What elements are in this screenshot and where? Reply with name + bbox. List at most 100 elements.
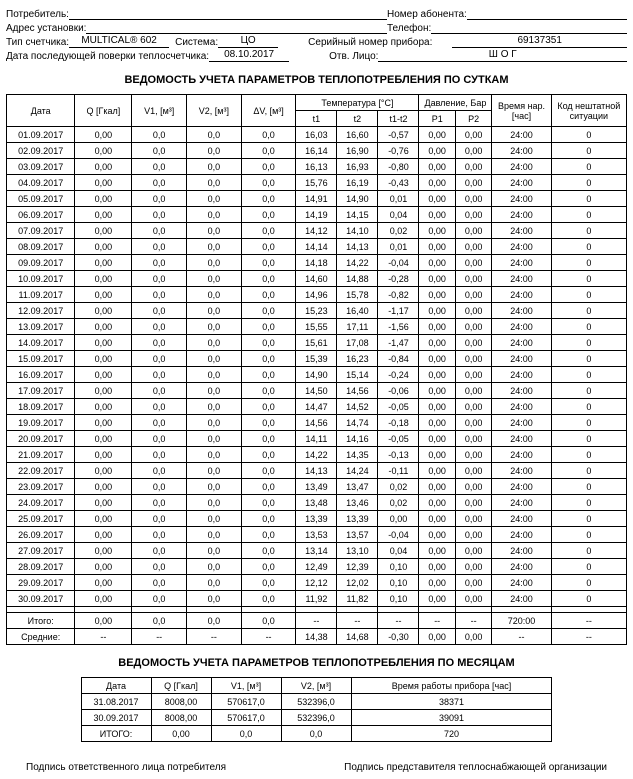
- cell: -1,56: [378, 319, 419, 335]
- cell: 16,60: [337, 127, 378, 143]
- cell: 30.09.2017: [81, 710, 151, 726]
- cell: 0: [551, 399, 626, 415]
- cell: 0,00: [419, 223, 455, 239]
- col-dv: ΔV, [м³]: [241, 95, 296, 127]
- consumer-value: [69, 6, 387, 20]
- cell: --: [419, 613, 455, 629]
- cell: 0,0: [241, 479, 296, 495]
- cell: 0,00: [455, 367, 491, 383]
- summary-row: Средние:--------14,3814,68-0,300,000,00-…: [7, 629, 627, 645]
- cell: 0,00: [419, 447, 455, 463]
- cell: 16.09.2017: [7, 367, 75, 383]
- cell: 0,00: [455, 415, 491, 431]
- table-row: 11.09.20170,000,00,00,014,9615,78-0,820,…: [7, 287, 627, 303]
- cell: 0,00: [455, 287, 491, 303]
- cell: 0,0: [241, 175, 296, 191]
- cell: 0,00: [75, 367, 132, 383]
- cell: 14,19: [296, 207, 337, 223]
- cell: 0,00: [75, 479, 132, 495]
- daily-table-body: 01.09.20170,000,00,00,016,0316,60-0,570,…: [7, 127, 627, 645]
- cell: 0,00: [455, 255, 491, 271]
- cell: 14,91: [296, 191, 337, 207]
- cell: 0,00: [378, 511, 419, 527]
- cell: 0,00: [419, 463, 455, 479]
- cell: 22.09.2017: [7, 463, 75, 479]
- cell: 14,35: [337, 447, 378, 463]
- cell: 14,13: [296, 463, 337, 479]
- cell: 0,0: [132, 271, 187, 287]
- cell: Итого:: [7, 613, 75, 629]
- cell: -1,17: [378, 303, 419, 319]
- cell: 0,00: [419, 319, 455, 335]
- cell: 14,90: [296, 367, 337, 383]
- cell: 14,15: [337, 207, 378, 223]
- cell: 0: [551, 479, 626, 495]
- mcol-v2: V2, [м³]: [281, 678, 351, 694]
- cell: 0,0: [241, 511, 296, 527]
- cell: 0,0: [241, 159, 296, 175]
- cell: 0,0: [187, 543, 242, 559]
- monthly-table: Дата Q [Гкал] V1, [м³] V2, [м³] Время ра…: [81, 677, 553, 742]
- cell: 24:00: [492, 207, 551, 223]
- cell: 14,12: [296, 223, 337, 239]
- cell: 18.09.2017: [7, 399, 75, 415]
- cell: 24:00: [492, 575, 551, 591]
- table-row: 26.09.20170,000,00,00,013,5313,57-0,040,…: [7, 527, 627, 543]
- cell: 0,00: [455, 575, 491, 591]
- cell: 0,01: [378, 239, 419, 255]
- table-row: 08.09.20170,000,00,00,014,1414,130,010,0…: [7, 239, 627, 255]
- cell: 0,00: [455, 431, 491, 447]
- cell: 13,57: [337, 527, 378, 543]
- subscriber-num-value: [467, 6, 627, 20]
- cell: 0,0: [132, 527, 187, 543]
- cell: 0,0: [241, 367, 296, 383]
- cell: 0,0: [132, 319, 187, 335]
- cell: 0,0: [187, 239, 242, 255]
- cell: 0,0: [241, 591, 296, 607]
- cell: 0,00: [75, 613, 132, 629]
- cell: 14,60: [296, 271, 337, 287]
- cell: 02.09.2017: [7, 143, 75, 159]
- table-row: 30.09.20170,000,00,00,011,9211,820,100,0…: [7, 591, 627, 607]
- cell: 0,0: [241, 463, 296, 479]
- cell: 0,00: [75, 511, 132, 527]
- cell: 0: [551, 159, 626, 175]
- phone-label: Телефон:: [387, 23, 431, 34]
- table-row: 18.09.20170,000,00,00,014,4714,52-0,050,…: [7, 399, 627, 415]
- cell: 14,88: [337, 271, 378, 287]
- cell: -0,57: [378, 127, 419, 143]
- cell: 14,38: [296, 629, 337, 645]
- cell: 0,00: [419, 543, 455, 559]
- cell: 0,00: [419, 367, 455, 383]
- cell: 24:00: [492, 479, 551, 495]
- resp-label: Отв. Лицо:: [329, 51, 378, 62]
- cell: 14.09.2017: [7, 335, 75, 351]
- cell: 0: [551, 591, 626, 607]
- meter-type-value: MULTICAL® 602: [69, 34, 169, 48]
- cell: 0: [551, 143, 626, 159]
- cell: 0: [551, 351, 626, 367]
- cell: 0,0: [132, 143, 187, 159]
- cell: 27.09.2017: [7, 543, 75, 559]
- cell: 24:00: [492, 143, 551, 159]
- cell: 0: [551, 511, 626, 527]
- cell: -0,28: [378, 271, 419, 287]
- cell: 0: [551, 431, 626, 447]
- table-row: 28.09.20170,000,00,00,012,4912,390,100,0…: [7, 559, 627, 575]
- cell: 0,0: [132, 543, 187, 559]
- daily-table-head: Дата Q [Гкал] V1, [м³] V2, [м³] ΔV, [м³]…: [7, 95, 627, 127]
- cell: 0,0: [187, 367, 242, 383]
- cell: 0,10: [378, 575, 419, 591]
- cell: 0,0: [132, 335, 187, 351]
- cell: 0,00: [75, 543, 132, 559]
- cell: 16,03: [296, 127, 337, 143]
- cell: 0,00: [419, 335, 455, 351]
- cell: 0,0: [132, 415, 187, 431]
- next-check-label: Дата последующей поверки теплосчетчика:: [6, 51, 209, 62]
- cell: 0: [551, 335, 626, 351]
- cell: 0: [551, 575, 626, 591]
- meter-type-label: Тип счетчика:: [6, 37, 69, 48]
- cell: --: [378, 613, 419, 629]
- cell: 16,23: [337, 351, 378, 367]
- cell: 0,00: [419, 575, 455, 591]
